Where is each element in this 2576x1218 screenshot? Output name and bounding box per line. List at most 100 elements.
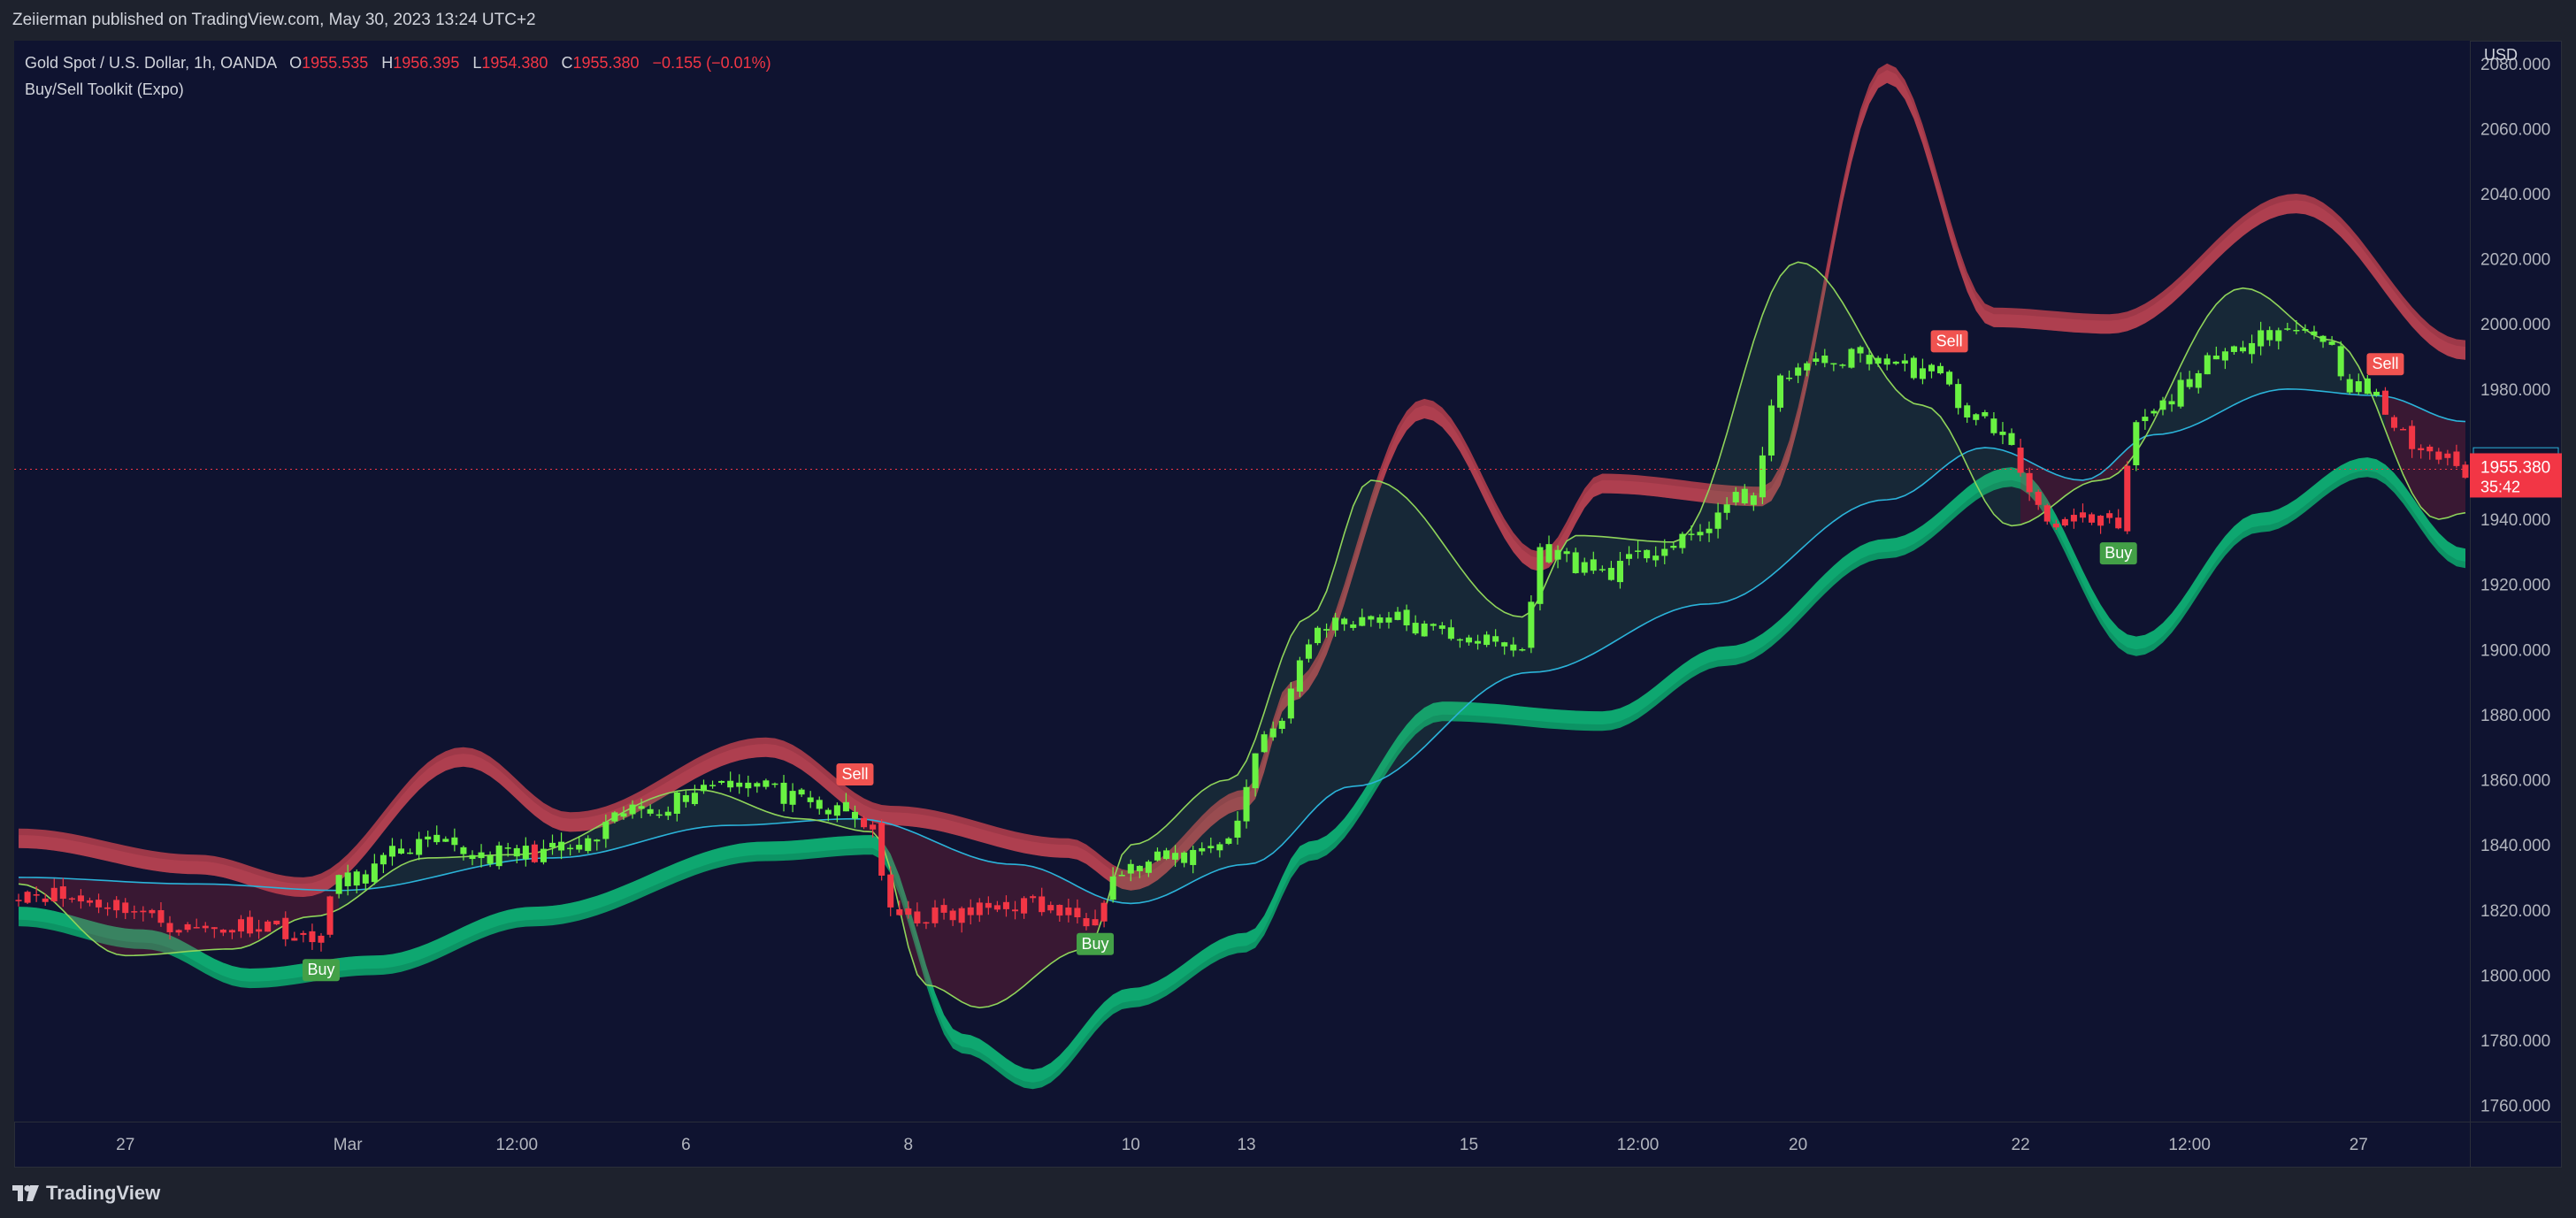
candle bbox=[1074, 899, 1081, 924]
candle bbox=[2275, 327, 2282, 350]
candle bbox=[1030, 894, 1037, 903]
candle-body bbox=[567, 847, 574, 850]
candle bbox=[1100, 900, 1108, 928]
buy-signal: Buy bbox=[2099, 542, 2137, 565]
candle bbox=[113, 896, 120, 918]
price-tick-label: 1860.000 bbox=[2480, 772, 2550, 791]
candle-body bbox=[1901, 360, 1908, 364]
candle-body bbox=[513, 847, 520, 857]
candle-body bbox=[2026, 472, 2033, 493]
candle bbox=[1243, 779, 1250, 829]
candle bbox=[2258, 321, 2265, 356]
candle bbox=[1181, 851, 1188, 868]
candle bbox=[77, 889, 84, 909]
candle bbox=[923, 921, 930, 930]
last-price-text: 1955.380 bbox=[2480, 458, 2550, 477]
candle-body bbox=[691, 793, 698, 805]
candle-body bbox=[442, 839, 449, 842]
candle-body bbox=[576, 845, 583, 850]
candle-body bbox=[2364, 378, 2371, 395]
candle-body bbox=[976, 902, 983, 915]
candle-body bbox=[1572, 552, 1579, 574]
candle-body bbox=[1234, 820, 1241, 838]
candle-body bbox=[611, 812, 618, 822]
candle-body bbox=[1635, 550, 1642, 552]
candle bbox=[2008, 428, 2015, 446]
candle-body bbox=[184, 923, 191, 931]
candle bbox=[1901, 353, 1908, 372]
candle-body bbox=[1190, 849, 1197, 865]
signal-label-box bbox=[303, 959, 340, 982]
candle-body bbox=[1252, 753, 1259, 789]
candle bbox=[2337, 341, 2344, 381]
candle-body bbox=[2418, 448, 2425, 450]
candle-body bbox=[745, 782, 752, 789]
candle bbox=[700, 779, 708, 794]
candle-body bbox=[166, 923, 173, 932]
candle-body bbox=[1199, 847, 1206, 852]
high-value: 1956.395 bbox=[393, 54, 460, 72]
candle-body bbox=[96, 900, 103, 908]
candle bbox=[1528, 594, 1535, 654]
candle bbox=[1946, 370, 1953, 387]
candle bbox=[824, 808, 832, 822]
candle bbox=[1162, 847, 1170, 861]
candle bbox=[2133, 420, 2140, 471]
candle bbox=[1679, 532, 1686, 554]
candle-body bbox=[318, 935, 325, 943]
candle-body bbox=[1652, 555, 1660, 561]
time-axis: 27 Mar 12:00 6 8 10 13 15 12:00 20 22 12:00 27 bbox=[116, 1136, 2368, 1154]
publish-header: Zeiierman published on TradingView.com, … bbox=[0, 0, 2576, 41]
candle bbox=[1421, 620, 1428, 637]
candle bbox=[211, 927, 218, 938]
candle bbox=[2311, 326, 2318, 340]
candle bbox=[576, 836, 583, 854]
symbol-title[interactable]: Gold Spot / U.S. Dollar, 1h, OANDA bbox=[25, 54, 277, 72]
candle-body bbox=[309, 931, 316, 943]
candle-body bbox=[1501, 642, 1508, 647]
candle-body bbox=[1874, 357, 1882, 364]
candle bbox=[2150, 409, 2158, 417]
candle bbox=[1697, 524, 1704, 542]
candle-body bbox=[300, 932, 307, 935]
candle-body bbox=[1002, 901, 1009, 909]
candle bbox=[291, 931, 298, 941]
currency-label[interactable]: USD bbox=[2484, 46, 2518, 64]
candle-body bbox=[798, 789, 805, 795]
candle bbox=[2017, 439, 2024, 477]
candle bbox=[807, 791, 814, 808]
candle bbox=[1510, 637, 1517, 657]
candle bbox=[958, 906, 965, 933]
candle-body bbox=[2373, 391, 2380, 396]
time-tick-label: 27 bbox=[2350, 1136, 2368, 1154]
candle bbox=[1376, 614, 1384, 629]
open-value: 1955.535 bbox=[302, 54, 369, 72]
candle bbox=[664, 806, 671, 821]
candle bbox=[1269, 721, 1276, 741]
candle bbox=[1465, 634, 1472, 647]
tradingview-logo[interactable]: TradingView bbox=[12, 1182, 160, 1205]
candle-body bbox=[700, 785, 708, 792]
indicator-title[interactable]: Buy/Sell Toolkit (Expo) bbox=[25, 80, 184, 98]
candle-body bbox=[2319, 335, 2327, 342]
buy-signal: Buy bbox=[1077, 932, 1115, 955]
candle-body bbox=[1465, 637, 1472, 643]
candle bbox=[976, 898, 983, 923]
candle bbox=[1447, 619, 1454, 641]
candle-body bbox=[175, 930, 182, 933]
candle-body bbox=[2089, 514, 2096, 523]
candle-body bbox=[2133, 422, 2140, 466]
candle-body bbox=[1537, 547, 1544, 604]
signal-label-box bbox=[836, 762, 874, 785]
candle bbox=[451, 828, 458, 852]
candle-body bbox=[1323, 629, 1330, 631]
price-tick-label: 1980.000 bbox=[2480, 381, 2550, 400]
candle bbox=[2168, 394, 2175, 412]
candle-body bbox=[1937, 365, 1944, 374]
candle bbox=[567, 844, 574, 856]
candle-body bbox=[1723, 504, 1730, 513]
candle bbox=[1688, 525, 1695, 541]
time-tick-label: 22 bbox=[2012, 1136, 2030, 1154]
